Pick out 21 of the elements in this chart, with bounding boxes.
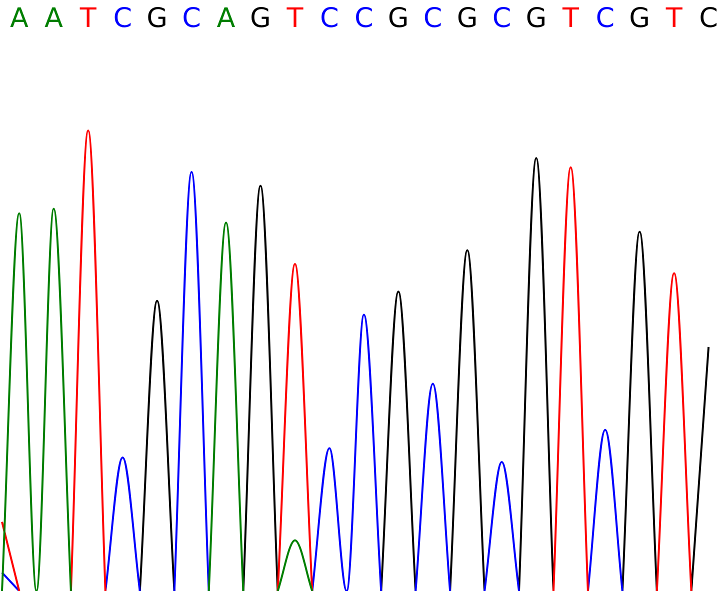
- x-tick-label: G: [629, 3, 650, 34]
- x-tick-label: G: [456, 3, 478, 34]
- x-tick-label: A: [10, 3, 29, 34]
- x-tick-label: G: [388, 3, 409, 34]
- x-tick-label: C: [182, 3, 201, 34]
- x-tick-label: T: [286, 3, 304, 34]
- x-tick-label: G: [146, 3, 168, 34]
- x-tick-label: G: [526, 3, 547, 34]
- x-tick-label: T: [664, 3, 683, 34]
- x-tick-label: C: [699, 3, 718, 34]
- x-tick-label: A: [216, 3, 236, 34]
- x-tick-label: T: [78, 3, 97, 34]
- x-tick-label: C: [320, 3, 339, 34]
- x-tick-label: C: [423, 3, 442, 34]
- x-tick-label: A: [44, 3, 64, 34]
- x-tick-label: T: [561, 3, 580, 34]
- x-tick-label: G: [250, 3, 271, 34]
- x-tick-label: C: [596, 3, 615, 34]
- x-tick-label: C: [113, 3, 132, 34]
- x-tick-label: C: [354, 3, 374, 34]
- x-tick-label: C: [492, 3, 512, 34]
